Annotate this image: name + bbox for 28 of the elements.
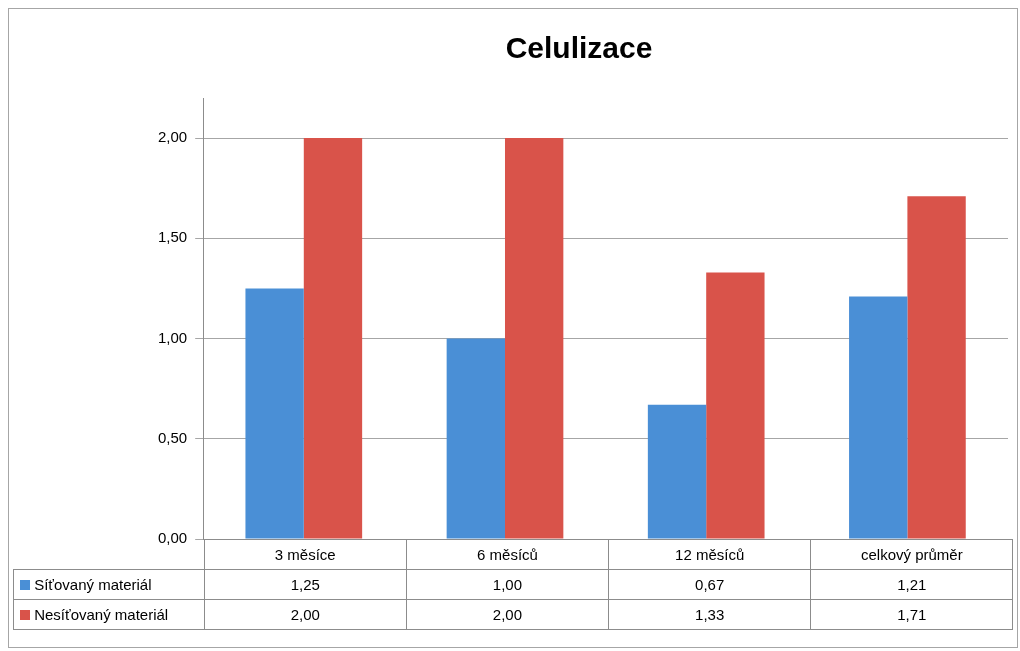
data-label: 2,00	[406, 599, 609, 630]
bar	[849, 296, 908, 539]
data-label: 1,21	[810, 569, 1013, 600]
x-tick-label: 3 měsíce	[204, 539, 407, 570]
y-tick-label: 0,00	[157, 529, 188, 547]
y-tick-label: 2,00	[157, 128, 188, 146]
x-tick-label: 12 měsíců	[608, 539, 811, 570]
legend-label: Nesíťovaný materiál	[13, 599, 205, 630]
data-label: 2,00	[204, 599, 407, 630]
data-label: 1,71	[810, 599, 1013, 630]
bar	[446, 338, 505, 539]
bar	[907, 196, 966, 539]
bar	[505, 138, 564, 539]
data-label: 1,00	[406, 569, 609, 600]
y-tick-label: 0,50	[157, 428, 188, 446]
bar	[303, 138, 363, 539]
bar	[245, 288, 304, 539]
data-label: 0,67	[608, 569, 811, 600]
bar	[647, 404, 707, 539]
y-tick-label: 1,50	[157, 228, 188, 246]
y-tick-label: 1,00	[157, 328, 188, 346]
legend-label: Síťovaný materiál	[13, 569, 205, 600]
chart-title: Celulizace	[505, 31, 653, 65]
data-label: 1,33	[608, 599, 811, 630]
bar	[706, 272, 765, 539]
x-tick-label: celkový průměr	[810, 539, 1013, 570]
data-label: 1,25	[204, 569, 407, 600]
x-tick-label: 6 měsíců	[406, 539, 609, 570]
